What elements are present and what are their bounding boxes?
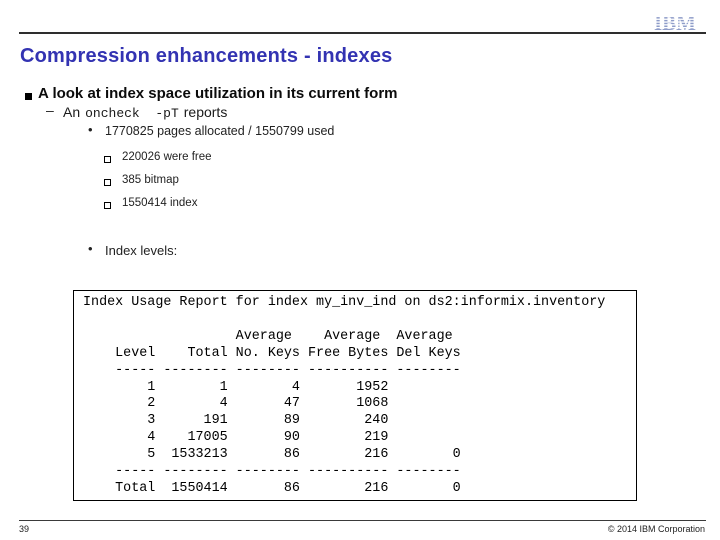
oncheck-command: oncheck -pT: [85, 106, 179, 121]
ibm-logo-text: IBM: [654, 11, 696, 35]
oncheck-prefix: An: [63, 104, 81, 120]
square-bullet-icon: [25, 93, 32, 100]
bullet-index-space-utilization: A look at index space utilization in its…: [38, 85, 398, 102]
bullet-bitmap-pages: 385 bitmap: [122, 174, 179, 186]
dot-bullet-icon: •: [88, 122, 93, 137]
header-rule: [19, 32, 706, 34]
hollow-square-bullet-icon: [104, 179, 111, 186]
page-title: Compression enhancements - indexes: [20, 45, 393, 67]
hollow-square-bullet-icon: [104, 156, 111, 163]
page-number: 39: [19, 524, 30, 534]
bullet-index-levels: Index levels:: [105, 243, 178, 258]
bullet-index-pages: 1550414 index: [122, 197, 198, 209]
hollow-square-bullet-icon: [104, 202, 111, 209]
copyright-notice: © 2014 IBM Corporation: [607, 524, 705, 534]
ibm-logo: IBM: [647, 11, 703, 40]
index-usage-report-text: Index Usage Report for index my_inv_ind …: [83, 295, 606, 496]
dash-bullet-icon: –: [46, 102, 54, 118]
bullet-free-pages: 220026 were free: [122, 151, 212, 163]
bullet-pages-allocated: 1770825 pages allocated / 1550799 used: [105, 124, 335, 138]
dot-bullet-icon: •: [88, 241, 93, 256]
bullet-oncheck-reports: An oncheck -pT reports: [63, 104, 227, 121]
footer-rule: [19, 520, 706, 521]
index-usage-report-box: Index Usage Report for index my_inv_ind …: [73, 290, 637, 501]
oncheck-suffix: reports: [183, 104, 228, 120]
